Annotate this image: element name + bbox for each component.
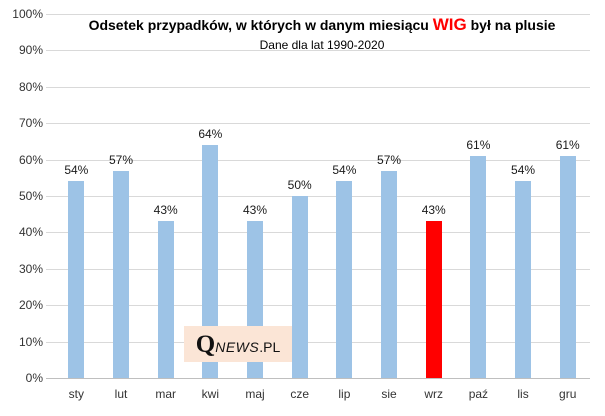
y-axis-tick-label: 50%: [18, 189, 43, 203]
gridline-10%: [46, 341, 590, 343]
bar-cze: [291, 196, 308, 378]
bar-column-sie: 57%: [367, 14, 412, 378]
watermark-news-text: NEWS: [215, 339, 260, 355]
gridline-0%: [46, 378, 590, 379]
x-axis-tick-label: cze: [290, 387, 310, 401]
bar-value-label: 61%: [466, 137, 491, 152]
bar-column-wrz: 43%: [411, 14, 456, 378]
x-axis-tick-label: maj: [245, 387, 265, 401]
bar-value-label: 54%: [511, 163, 536, 178]
bar-lis: [515, 181, 532, 378]
bar-sie: [381, 170, 398, 378]
y-axis-tick-label: 90%: [18, 43, 43, 58]
bar-column-paź: 61%: [456, 14, 501, 378]
bar-series: 54% 57% 43% 64% 43% 50% 54% 57% 43% 61% 54% 61%: [54, 14, 590, 378]
gridline-90%: [46, 50, 590, 52]
gridline-30%: [46, 268, 590, 270]
bar-sty: [68, 181, 85, 378]
bar-column-lip: 54%: [322, 14, 367, 378]
bar-column-cze: 50%: [277, 14, 322, 378]
bar-value-label: 54%: [332, 163, 357, 178]
y-axis-tick-label: 60%: [18, 152, 43, 167]
bar-value-label: 43%: [153, 203, 178, 218]
bar-value-label: 43%: [243, 203, 268, 218]
bar-column-lis: 54%: [501, 14, 546, 378]
bar-value-label: 54%: [64, 163, 89, 178]
x-axis-tick-label: lip: [338, 387, 351, 401]
bar-column-lut: 57%: [99, 14, 144, 378]
bar-lip: [336, 181, 353, 378]
bar-value-label: 64%: [198, 127, 223, 142]
x-axis: sty lut mar kwi maj cze lip sie wrz paź lis gru: [54, 387, 590, 401]
x-axis-tick-label: sie: [381, 387, 397, 401]
bar-value-label: 61%: [555, 137, 580, 152]
y-axis-tick-label: 100%: [12, 7, 43, 21]
bar-column-gru: 61%: [545, 14, 590, 378]
x-axis-tick-label: mar: [155, 387, 177, 401]
bar-lut: [113, 170, 129, 378]
bar-value-label: 43%: [421, 203, 446, 218]
watermark-pl-text: .PL: [259, 339, 281, 355]
qnews-watermark: QNEWS.PL: [184, 326, 292, 362]
bar-mar: [157, 221, 174, 378]
y-axis-tick-label: 20%: [18, 298, 43, 313]
bar-column-kwi: 64%: [188, 14, 233, 378]
bar-kwi: [202, 145, 219, 378]
x-axis-tick-label: lut: [114, 387, 128, 401]
bar-highlighted-wrz: [425, 221, 442, 378]
x-axis-tick-label: lis: [517, 387, 529, 401]
gridline-50%: [46, 196, 590, 197]
bar-value-label: 50%: [287, 178, 312, 192]
bar-paź: [470, 155, 487, 378]
gridline-20%: [46, 305, 590, 307]
plot-area: 54% 57% 43% 64% 43% 50% 54% 57% 43% 61% 54% 61%: [46, 14, 590, 379]
x-axis-tick-label: wrz: [424, 387, 444, 401]
gridline-40%: [46, 232, 590, 234]
x-axis-tick-label: sty: [68, 387, 84, 401]
y-axis: 0% 10% 20% 30% 40% 50% 60% 70% 80% 90% 100%: [0, 0, 45, 416]
x-axis-tick-label: gru: [559, 387, 577, 401]
y-axis-tick-label: 40%: [18, 225, 43, 240]
x-axis-tick-label: kwi: [201, 387, 220, 401]
gridline-80%: [46, 86, 590, 88]
y-axis-tick-label: 10%: [18, 334, 43, 349]
bar-value-label: 57%: [108, 152, 134, 167]
bar-column-sty: 54%: [54, 14, 99, 378]
bar-column-maj: 43%: [233, 14, 278, 378]
watermark-q-letter: Q: [195, 331, 216, 358]
bar-column-mar: 43%: [143, 14, 188, 378]
bar-value-label: 57%: [377, 152, 402, 167]
gridline-70%: [46, 123, 590, 125]
gridline-100%: [46, 14, 590, 15]
y-axis-tick-label: 0%: [25, 371, 43, 385]
gridline-60%: [46, 159, 590, 161]
y-axis-tick-label: 80%: [18, 79, 43, 94]
bar-gru: [559, 155, 576, 378]
y-axis-tick-label: 30%: [18, 261, 43, 276]
y-axis-tick-label: 70%: [18, 116, 43, 131]
x-axis-tick-label: paź: [468, 387, 489, 401]
